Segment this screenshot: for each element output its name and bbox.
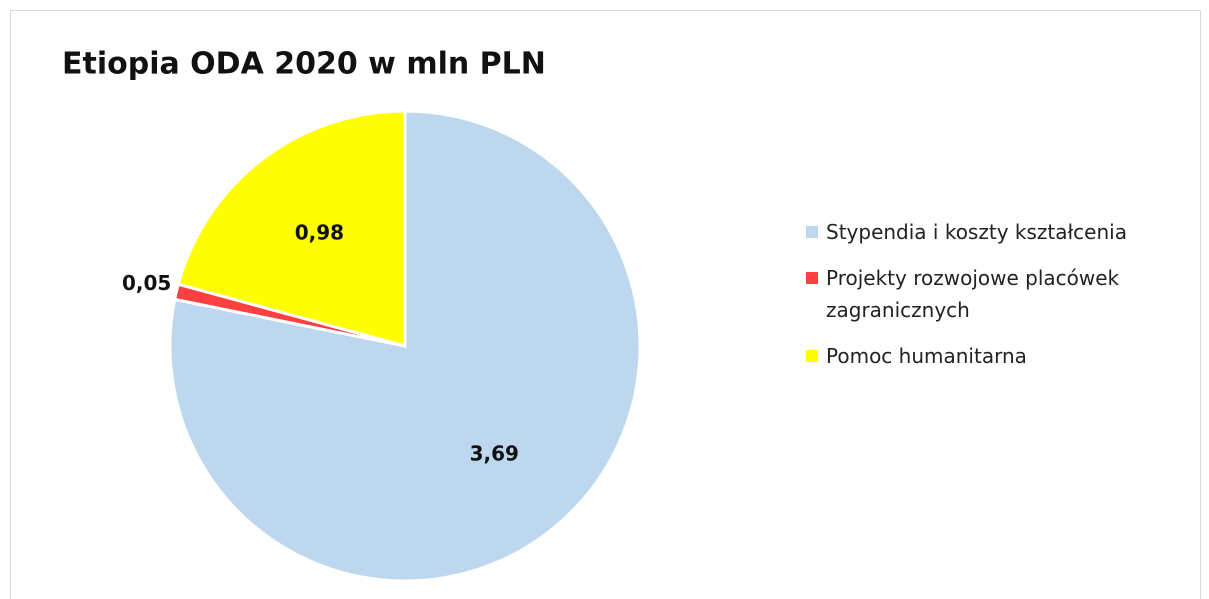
legend-swatch — [806, 272, 818, 284]
legend-item: Stypendia i koszty kształcenia — [806, 216, 1166, 248]
pie-slice — [176, 109, 407, 348]
legend-label: Stypendia i koszty kształcenia — [826, 220, 1127, 244]
data-label: 0,05 — [122, 271, 171, 295]
data-label: 3,69 — [470, 442, 519, 466]
chart-frame — [10, 10, 1201, 599]
legend-swatch — [806, 226, 818, 238]
legend-label: Pomoc humanitarna — [826, 344, 1027, 368]
legend-item: Projekty rozwojowe placówek zagranicznyc… — [806, 262, 1166, 326]
legend-item: Pomoc humanitarna — [806, 340, 1166, 372]
legend: Stypendia i koszty kształcenia Projekty r… — [806, 216, 1166, 386]
legend-swatch — [806, 350, 818, 362]
chart-title: Etiopia ODA 2020 w mln PLN — [62, 47, 546, 82]
data-label: 0,98 — [295, 220, 344, 244]
legend-label: Projekty rozwojowe placówek zagranicznyc… — [826, 266, 1120, 322]
